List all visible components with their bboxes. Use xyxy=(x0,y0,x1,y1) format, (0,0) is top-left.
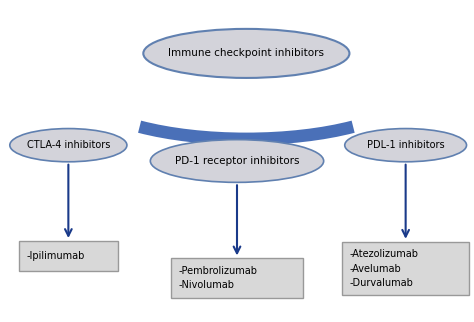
Text: CTLA-4 inhibitors: CTLA-4 inhibitors xyxy=(27,140,110,150)
Ellipse shape xyxy=(10,128,127,162)
Ellipse shape xyxy=(143,29,349,78)
FancyBboxPatch shape xyxy=(172,258,302,298)
Ellipse shape xyxy=(345,128,466,162)
Text: Immune checkpoint inhibitors: Immune checkpoint inhibitors xyxy=(168,48,324,58)
Text: PDL-1 inhibitors: PDL-1 inhibitors xyxy=(367,140,445,150)
Text: -Pembrolizumab
-Nivolumab: -Pembrolizumab -Nivolumab xyxy=(178,266,257,290)
Text: PD-1 receptor inhibitors: PD-1 receptor inhibitors xyxy=(175,156,299,166)
Text: -Ipilimumab: -Ipilimumab xyxy=(26,251,84,261)
FancyBboxPatch shape xyxy=(19,241,118,271)
FancyBboxPatch shape xyxy=(342,242,469,296)
Text: -Atezolizumab
-Avelumab
-Durvalumab: -Atezolizumab -Avelumab -Durvalumab xyxy=(349,249,419,289)
Ellipse shape xyxy=(150,140,324,182)
